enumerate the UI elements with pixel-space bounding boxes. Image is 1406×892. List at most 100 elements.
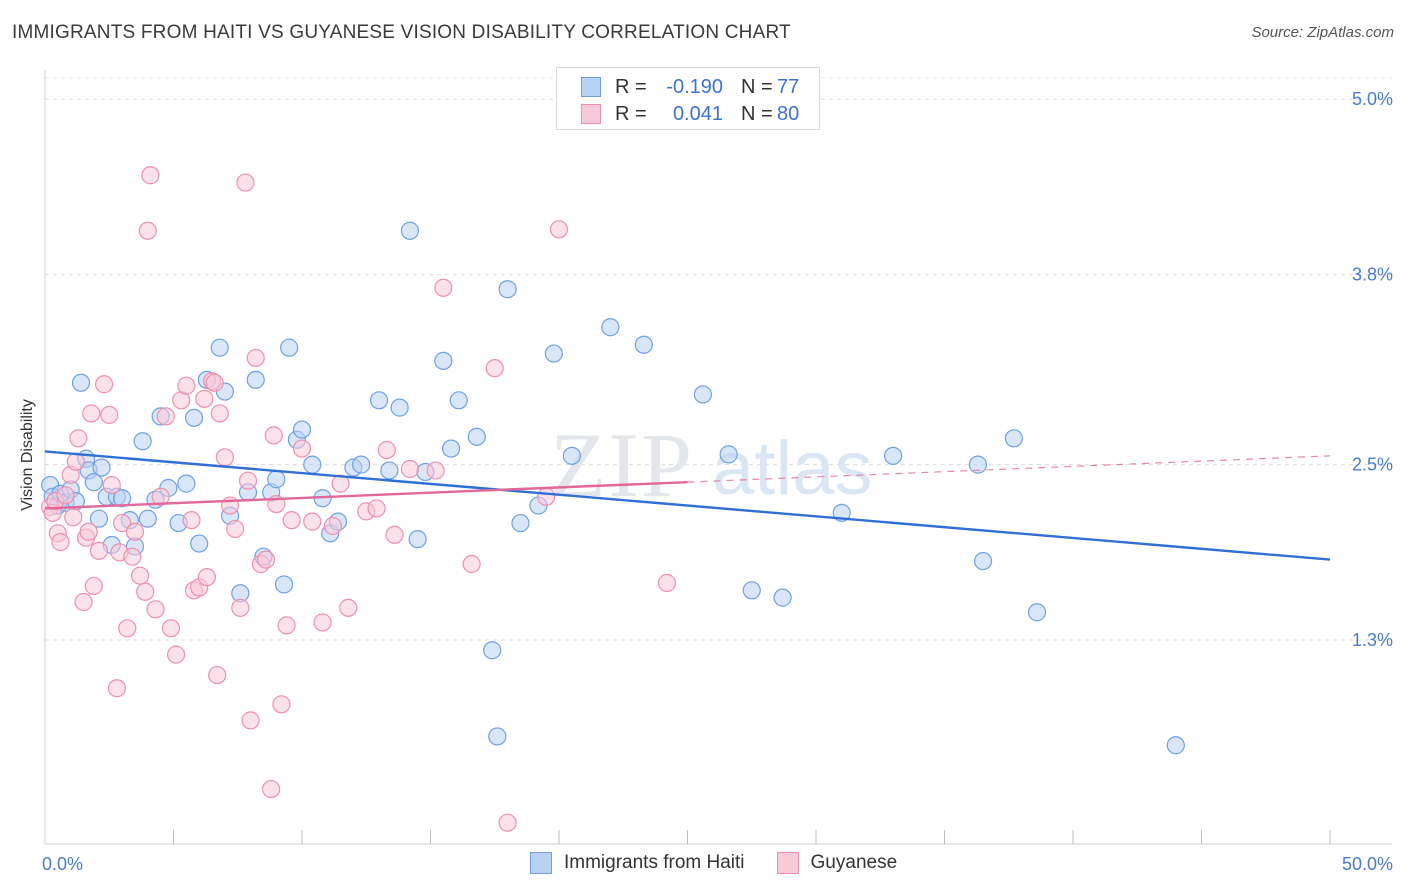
point-haiti [1027,603,1047,622]
point-guyanese [156,407,175,426]
legend-r-label: R = [615,75,647,98]
point-guyanese [385,525,404,544]
point-guyanese [549,220,569,239]
point-guyanese [130,566,150,585]
point-guyanese [264,426,283,445]
legend-swatch-haiti [581,77,601,97]
y-tick-label: 5.0% [1352,89,1393,109]
point-haiti [488,727,507,746]
point-haiti [467,427,486,446]
point-guyanese [89,541,109,560]
legend-n-label: N = [741,75,773,98]
point-guyanese [95,375,114,394]
x-tick-label: 50.0% [1342,854,1393,874]
point-guyanese [246,348,265,368]
source-credit: Source: ZipAtlas.com [1251,24,1394,41]
watermark: ZIP atlas [550,414,873,516]
point-haiti [177,474,196,493]
point-guyanese [56,486,75,505]
point-guyanese [195,389,214,408]
point-haiti [973,551,993,571]
point-guyanese [125,522,145,541]
trendline-haiti [44,450,1331,561]
series-legend: Immigrants from Haiti Guyanese [530,852,929,874]
point-guyanese [231,598,250,617]
point-guyanese [323,516,342,536]
point-haiti [483,641,502,660]
point-guyanese [107,679,127,698]
point-haiti [1004,429,1023,448]
tick-labels: 1.3% 2.5% 3.8% 5.0% 0.0% 50.0% [42,89,1393,874]
legend-label-guyanese: Guyanese [810,852,898,873]
point-guyanese [277,616,296,635]
point-haiti [883,446,903,465]
watermark-atlas: atlas [712,426,873,511]
point-haiti [511,513,530,533]
legend-r-label: R = [615,102,647,125]
legend-label-haiti: Immigrants from Haiti [564,852,745,873]
point-guyanese [292,439,312,458]
point-guyanese [537,487,556,506]
point-guyanese [69,429,88,448]
point-guyanese [303,512,322,531]
point-guyanese [151,487,170,506]
point-guyanese [197,568,217,587]
legend-item-haiti: Immigrants from Haiti [530,852,745,874]
point-guyanese [236,173,255,192]
point-guyanese [282,511,301,530]
point-guyanese [141,166,160,185]
point-haiti [133,432,152,451]
point-haiti [1166,736,1185,755]
point-guyanese [462,554,481,574]
point-guyanese [377,440,396,460]
point-haiti [210,338,229,357]
legend-r-value: -0.190 [666,75,723,98]
point-guyanese [208,665,227,685]
point-guyanese [434,278,453,297]
point-guyanese [177,376,196,395]
point-guyanese [79,522,98,541]
point-haiti [190,534,209,553]
point-guyanese [367,499,386,518]
legend-swatch-haiti [530,852,552,874]
point-guyanese [84,576,103,596]
point-guyanese [182,511,201,530]
legend-swatch-guyanese [581,104,601,124]
point-guyanese [485,359,504,378]
point-haiti [434,351,453,370]
point-haiti [380,461,399,480]
point-guyanese [102,475,121,495]
point-guyanese [272,695,291,714]
point-guyanese [123,547,142,566]
point-guyanese [498,813,517,832]
point-guyanese [161,619,181,638]
x-tick-label: 0.0% [42,854,83,874]
chart-title: IMMIGRANTS FROM HAITI VS GUYANESE VISION… [12,22,791,43]
legend-n-value: 80 [777,102,800,125]
trendline-guyanese [44,480,688,510]
point-guyanese [331,474,350,493]
point-haiti [370,391,389,410]
point-guyanese [400,459,420,479]
point-guyanese [138,221,157,240]
point-haiti [71,373,91,392]
point-guyanese [166,645,186,664]
point-haiti [246,370,265,389]
point-haiti [634,335,653,354]
point-haiti [449,391,468,410]
correlation-legend: R = -0.190 N = 77 R = 0.041 N = 80 [556,67,820,130]
legend-n-label: N = [741,102,773,125]
point-haiti [184,408,204,427]
point-guyanese [51,532,70,552]
point-guyanese [146,600,165,619]
legend-r-value: 0.041 [672,102,723,125]
point-guyanese [426,461,445,480]
legend-item-guyanese: Guyanese [776,852,898,874]
point-haiti [112,489,132,508]
point-haiti [544,344,563,363]
point-haiti [719,445,738,464]
legend-swatch-guyanese [776,852,799,874]
point-haiti [693,385,713,404]
point-guyanese [256,550,276,569]
